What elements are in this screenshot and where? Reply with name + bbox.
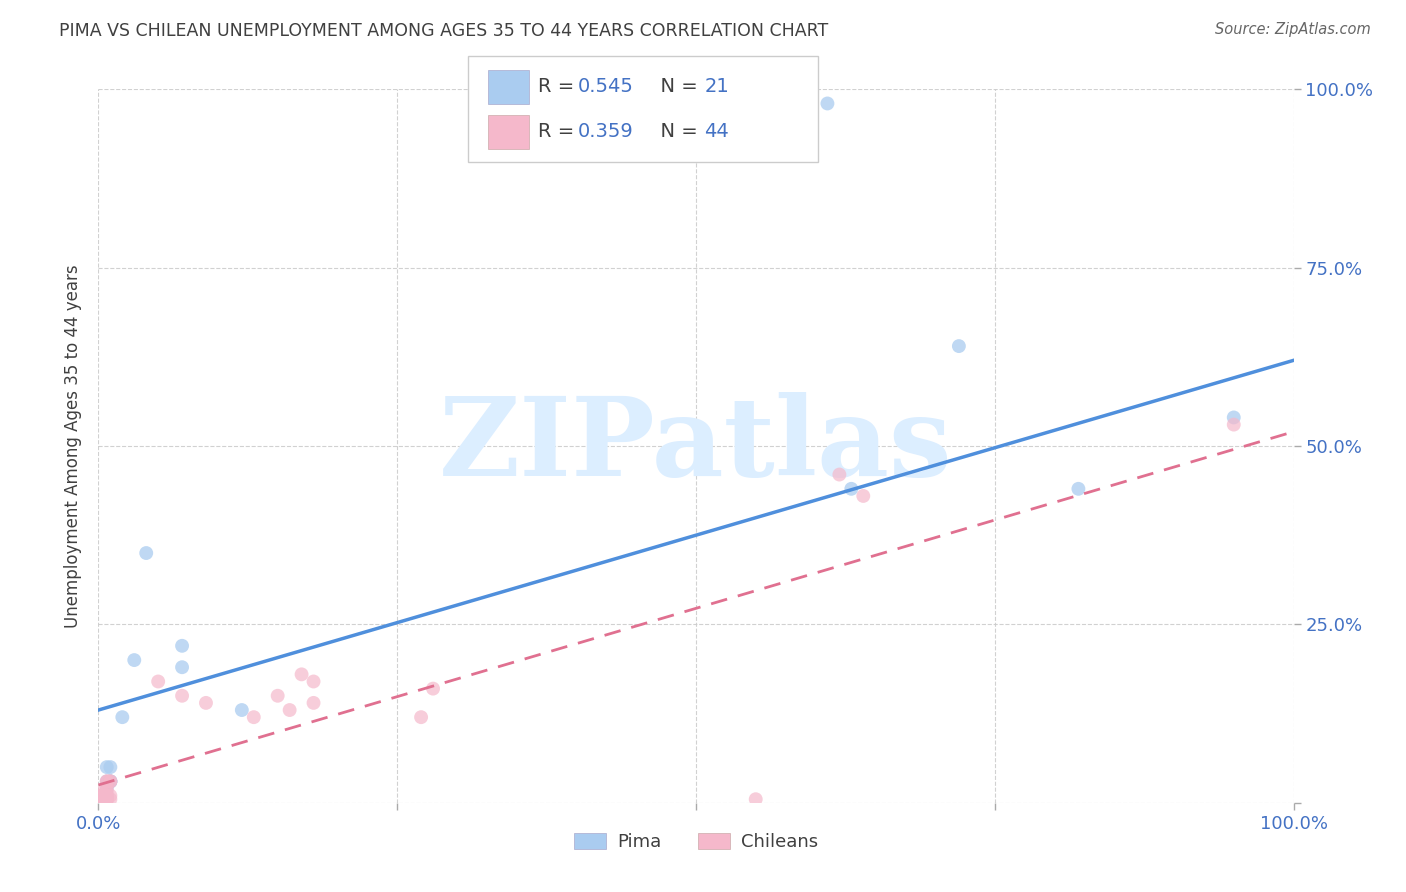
Point — [422, 681, 444, 696]
Point — [93, 792, 115, 806]
Point — [91, 789, 114, 803]
Point — [91, 792, 114, 806]
Point — [91, 789, 114, 803]
Point — [91, 794, 114, 808]
Point — [96, 789, 118, 803]
Point — [96, 785, 118, 799]
Text: R =: R = — [538, 78, 581, 96]
Point — [93, 794, 115, 808]
Point — [98, 774, 122, 789]
Point — [91, 794, 114, 808]
Point — [841, 482, 863, 496]
Text: Source: ZipAtlas.com: Source: ZipAtlas.com — [1215, 22, 1371, 37]
Point — [96, 774, 118, 789]
Point — [267, 689, 290, 703]
Point — [172, 689, 194, 703]
Point — [111, 710, 134, 724]
Point — [302, 696, 325, 710]
Point — [291, 667, 314, 681]
Point — [172, 639, 194, 653]
Text: PIMA VS CHILEAN UNEMPLOYMENT AMONG AGES 35 TO 44 YEARS CORRELATION CHART: PIMA VS CHILEAN UNEMPLOYMENT AMONG AGES … — [59, 22, 828, 40]
Point — [302, 674, 325, 689]
Point — [96, 774, 118, 789]
Point — [91, 785, 114, 799]
Text: 0.359: 0.359 — [578, 122, 634, 141]
Point — [91, 789, 114, 803]
Point — [852, 489, 875, 503]
Point — [98, 774, 122, 789]
Point — [91, 790, 114, 805]
Point — [96, 792, 118, 806]
Point — [96, 792, 118, 806]
Point — [96, 794, 118, 808]
Point — [195, 696, 218, 710]
Point — [93, 794, 115, 808]
Point — [93, 792, 115, 806]
Point — [124, 653, 146, 667]
Point — [135, 546, 157, 560]
Point — [815, 96, 838, 111]
Legend: Pima, Chileans: Pima, Chileans — [567, 825, 825, 858]
Point — [517, 96, 540, 111]
Text: R =: R = — [538, 122, 581, 141]
Point — [172, 660, 194, 674]
Point — [98, 792, 122, 806]
Point — [1223, 417, 1246, 432]
Point — [91, 792, 114, 806]
Point — [1223, 410, 1246, 425]
Text: N =: N = — [648, 78, 704, 96]
Point — [96, 781, 118, 796]
Text: 44: 44 — [704, 122, 730, 141]
Point — [96, 790, 118, 805]
Point — [96, 781, 118, 796]
Point — [98, 774, 122, 789]
Text: 21: 21 — [704, 78, 730, 96]
Point — [91, 790, 114, 805]
Y-axis label: Unemployment Among Ages 35 to 44 years: Unemployment Among Ages 35 to 44 years — [63, 264, 82, 628]
Text: N =: N = — [648, 122, 704, 141]
Point — [411, 710, 433, 724]
Text: 0.545: 0.545 — [578, 78, 634, 96]
Point — [1067, 482, 1090, 496]
Point — [98, 774, 122, 789]
Point — [96, 789, 118, 803]
Point — [91, 790, 114, 805]
Point — [948, 339, 970, 353]
Point — [98, 760, 122, 774]
Point — [278, 703, 301, 717]
Point — [96, 760, 118, 774]
Point — [231, 703, 253, 717]
Point — [243, 710, 266, 724]
Point — [745, 792, 768, 806]
Point — [96, 774, 118, 789]
Point — [98, 789, 122, 803]
Text: ZIPatlas: ZIPatlas — [439, 392, 953, 500]
Point — [91, 789, 114, 803]
Point — [98, 774, 122, 789]
Point — [91, 789, 114, 803]
Point — [148, 674, 170, 689]
Point — [828, 467, 851, 482]
